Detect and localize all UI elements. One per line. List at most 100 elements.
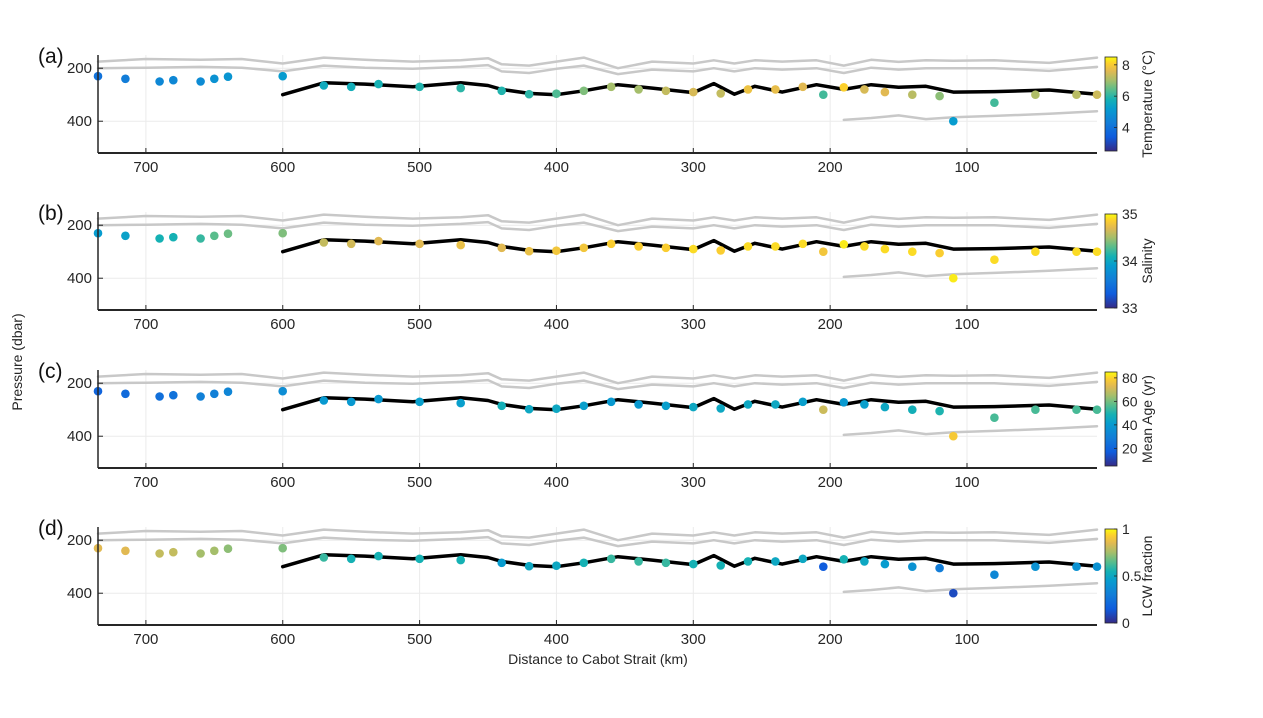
y-axis-label: Pressure (dbar) xyxy=(9,313,25,410)
data-point xyxy=(935,406,944,416)
data-point xyxy=(196,549,205,558)
data-point xyxy=(374,236,383,246)
data-point xyxy=(606,82,616,92)
data-point xyxy=(949,273,958,283)
data-point xyxy=(908,90,917,99)
data-point xyxy=(1092,405,1102,415)
data-point xyxy=(798,82,808,92)
panel-a: 700 600 500 400 300 200 100 200 400 (a) 4 6 8 Tempera… xyxy=(38,45,1155,176)
data-point xyxy=(121,74,130,84)
data-point xyxy=(346,239,356,249)
panel-d: 700 600 500 400 300 200 100 200 400 (d) 0 0.5 1 LCW f… xyxy=(38,517,1155,648)
data-point xyxy=(278,71,288,81)
panel-b: 700 600 500 400 300 200 100 200 400 (b) 33 34 35Sali… xyxy=(38,202,1155,333)
data-point xyxy=(196,392,205,401)
data-point xyxy=(798,239,808,249)
boundary-line xyxy=(96,528,1099,542)
colorbar-tick-label: 40 xyxy=(1122,417,1138,433)
data-point xyxy=(415,554,424,564)
x-tick-label: 400 xyxy=(544,631,569,648)
data-point xyxy=(880,402,890,412)
data-point xyxy=(606,239,616,249)
boundary-line xyxy=(842,581,1099,594)
data-point xyxy=(210,74,219,84)
data-point xyxy=(716,246,725,255)
data-point xyxy=(743,400,753,409)
data-point xyxy=(949,116,958,126)
x-tick-label: 300 xyxy=(681,316,706,333)
reference-line xyxy=(280,396,1099,412)
x-tick-label: 500 xyxy=(407,316,432,333)
data-point xyxy=(319,396,329,405)
data-point xyxy=(1031,405,1040,415)
panel-c: 700 600 500 400 300 200 100 200 400 (c) 20 40 60 80 Me… xyxy=(38,360,1155,491)
colorbar-label: Salinity xyxy=(1139,238,1155,283)
panel-label: (a) xyxy=(38,45,64,68)
colorbar-tick-label: 35 xyxy=(1122,206,1138,222)
data-point xyxy=(990,413,999,423)
colorbar-tick-label: 0 xyxy=(1122,615,1130,631)
data-point xyxy=(839,83,849,92)
colorbar-tick-label: 80 xyxy=(1122,370,1138,386)
colorbar-tick-label: 8 xyxy=(1122,57,1130,73)
x-tick-label: 600 xyxy=(270,316,295,333)
boundary-line xyxy=(842,424,1099,437)
data-point xyxy=(990,570,999,579)
data-point xyxy=(415,82,424,92)
data-point xyxy=(839,555,849,564)
reference-line xyxy=(280,238,1099,254)
data-point xyxy=(798,554,808,564)
y-tick-label: 400 xyxy=(67,585,92,602)
data-point xyxy=(661,86,671,96)
data-point xyxy=(415,397,424,407)
data-point xyxy=(771,557,780,566)
x-tick-label: 400 xyxy=(544,474,569,491)
data-point xyxy=(689,559,698,569)
data-point xyxy=(223,387,233,397)
data-point xyxy=(634,85,643,94)
colorbar-label: Mean Age (yr) xyxy=(1139,375,1155,463)
x-tick-label: 500 xyxy=(407,474,432,491)
y-tick-label: 200 xyxy=(67,532,92,549)
y-tick-label: 400 xyxy=(67,270,92,287)
data-point xyxy=(949,588,958,598)
data-point xyxy=(1072,562,1081,571)
data-point xyxy=(346,82,356,92)
reference-line xyxy=(280,81,1099,97)
data-point xyxy=(771,242,780,251)
data-point xyxy=(210,546,219,556)
data-point xyxy=(121,231,130,241)
boundary-line xyxy=(96,56,1099,70)
data-point xyxy=(319,553,329,562)
data-point xyxy=(1031,90,1040,99)
data-point xyxy=(497,401,507,411)
boundary-line xyxy=(96,63,1099,76)
data-point xyxy=(497,86,507,96)
data-point xyxy=(524,561,534,571)
data-point xyxy=(155,392,164,401)
x-tick-label: 400 xyxy=(544,316,569,333)
y-tick-label: 400 xyxy=(67,428,92,445)
data-point xyxy=(497,243,507,253)
colorbar-tick-label: 20 xyxy=(1122,440,1138,456)
data-point xyxy=(121,389,130,399)
x-tick-label: 100 xyxy=(954,631,979,648)
x-tick-label: 100 xyxy=(954,474,979,491)
data-point xyxy=(223,229,233,238)
colorbar-tick-label: 34 xyxy=(1122,253,1138,269)
data-point xyxy=(771,400,780,409)
data-point xyxy=(880,559,890,569)
data-point xyxy=(196,234,205,243)
data-point xyxy=(278,228,288,238)
data-point xyxy=(456,398,466,408)
colorbar-label: Temperature (°C) xyxy=(1139,50,1155,158)
data-point xyxy=(552,561,561,570)
data-point xyxy=(634,242,643,251)
data-point xyxy=(880,87,890,97)
colorbar-label: LCW fraction xyxy=(1139,536,1155,617)
data-point xyxy=(743,242,753,251)
panel-label: (d) xyxy=(38,517,64,540)
colorbar-tick-label: 1 xyxy=(1122,521,1130,537)
data-point xyxy=(223,544,233,553)
